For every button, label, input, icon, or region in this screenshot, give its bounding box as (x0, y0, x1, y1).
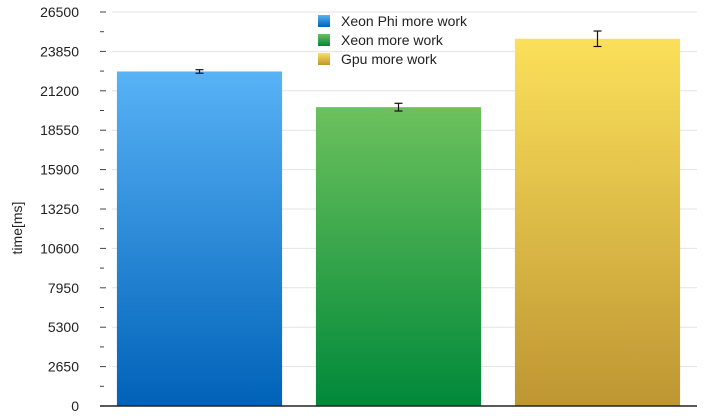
legend-swatch (318, 53, 330, 65)
legend-label: Xeon more work (341, 32, 444, 48)
error-bars (195, 30, 602, 112)
legend-label: Xeon Phi more work (341, 13, 468, 29)
legend-item: Xeon Phi more work (318, 13, 468, 29)
legend: Xeon Phi more work Xeon more work Gpu more… (318, 13, 468, 67)
legend-swatch (318, 34, 330, 46)
bar (116, 71, 283, 407)
legend-item: Gpu more work (318, 51, 438, 67)
y-tick-label: 13250 (40, 201, 79, 217)
bars (116, 38, 681, 407)
legend-swatch (318, 15, 330, 27)
y-tick-label: 0 (71, 398, 79, 414)
y-axis: 0 2650 5300 7950 10600 13250 15900 18550 21200 23… (40, 4, 697, 414)
y-tick-label: 21200 (40, 83, 79, 99)
y-tick-label: 10600 (40, 240, 79, 256)
y-tick-label: 15900 (40, 162, 79, 178)
y-tick-label: 23850 (40, 43, 79, 59)
legend-label: Gpu more work (341, 51, 438, 67)
legend-item: Xeon more work (318, 32, 444, 48)
error-bar (195, 69, 204, 74)
y-axis-label: time[ms] (9, 202, 25, 255)
error-bar (394, 102, 403, 112)
y-tick-label: 26500 (40, 4, 79, 20)
y-tick-label: 7950 (48, 280, 79, 296)
y-tick-label: 18550 (40, 122, 79, 138)
y-tick-label: 5300 (48, 319, 79, 335)
y-tick-label: 2650 (48, 359, 79, 375)
error-bar (593, 30, 602, 48)
bar (514, 38, 681, 406)
bar (315, 107, 482, 406)
